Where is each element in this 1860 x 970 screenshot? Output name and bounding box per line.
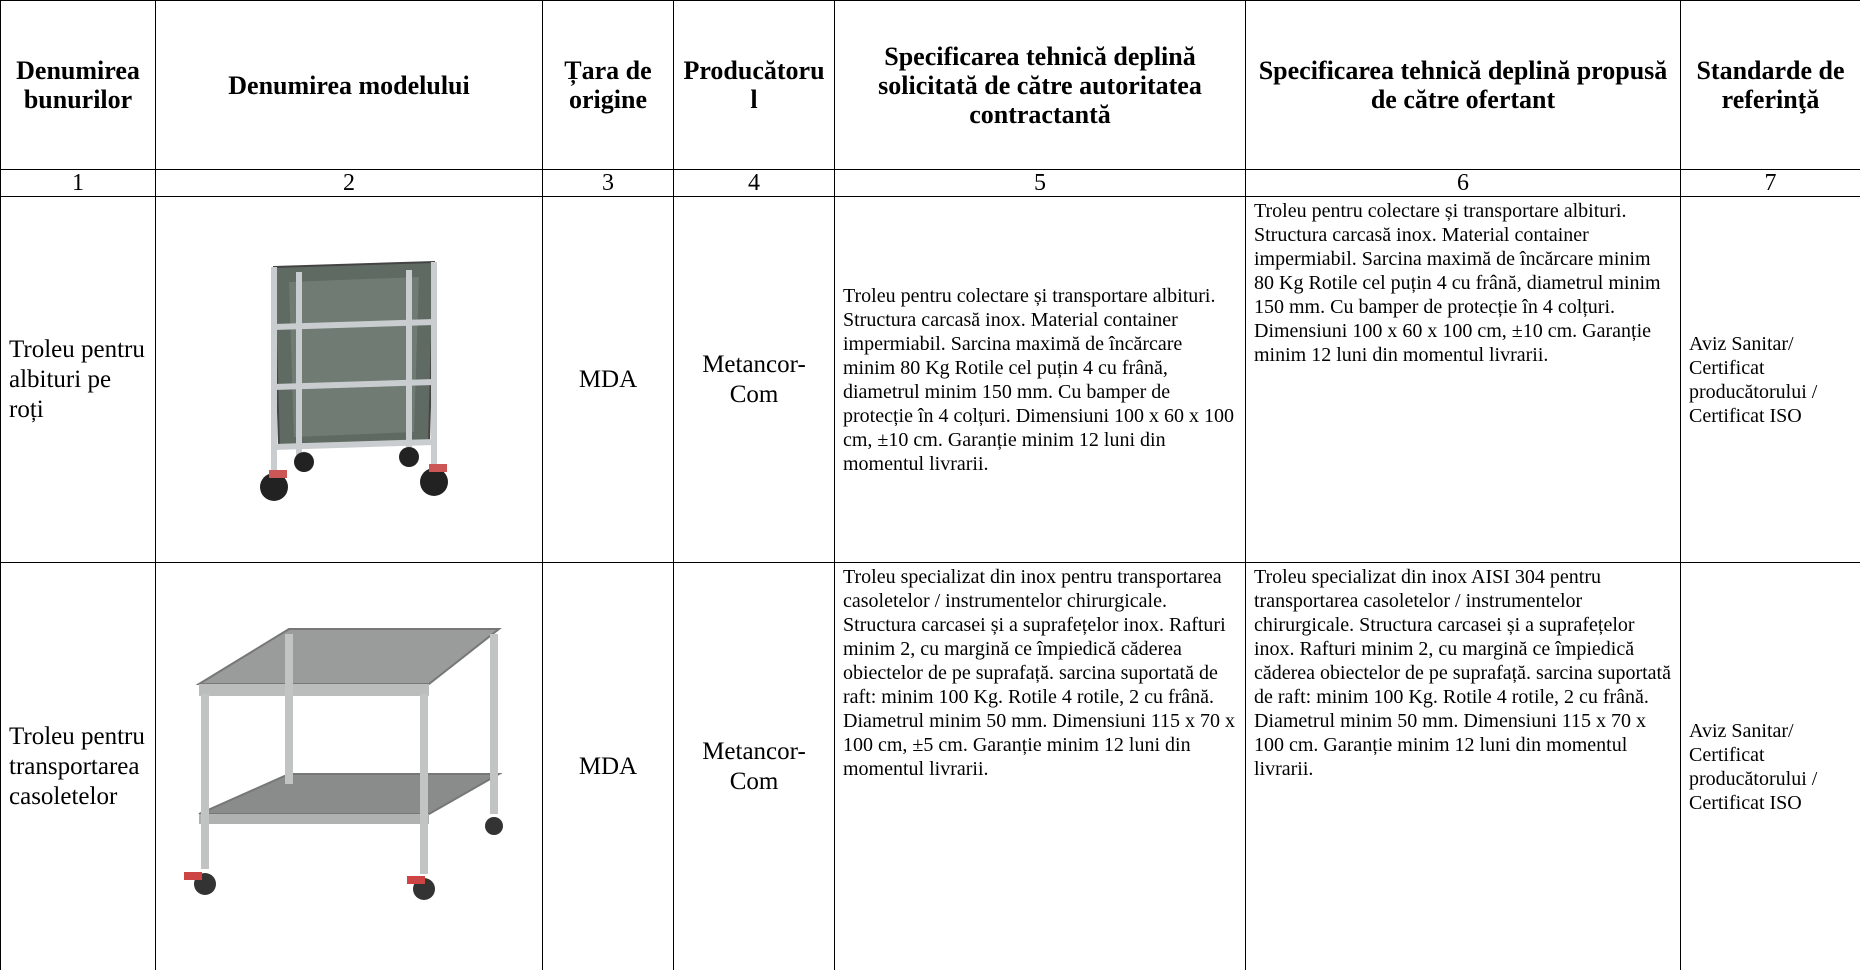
header-cell: Denumirea modelului (155, 0, 543, 170)
standards-cell: Aviz Sanitar/ Certificat producătorului … (1680, 196, 1860, 563)
number-cell: 5 (834, 169, 1246, 197)
image-cell (155, 562, 543, 970)
laundry-trolley-image (260, 260, 448, 501)
country-cell: MDA (542, 196, 674, 563)
number-row: 1 2 3 4 5 6 7 (0, 169, 1860, 197)
producer-cell: Metancor-Com (673, 562, 835, 970)
item-row: Troleu pentru albituri pe roți MDA Metan… (0, 196, 1860, 563)
header-row: Denumirea bunurilor Denumirea modelului … (0, 0, 1860, 170)
number-cell: 2 (155, 169, 543, 197)
header-cell: Specificarea tehnică deplină solicitată … (834, 0, 1246, 170)
instrument-trolley-image (184, 628, 503, 900)
header-cell: Denumirea bunurilor (0, 0, 156, 170)
standards-cell: Aviz Sanitar/ Certificat producătorului … (1680, 562, 1860, 970)
spec-required-cell: Troleu specializat din inox pentru trans… (834, 562, 1246, 970)
country-cell: MDA (542, 562, 674, 970)
spec-required-cell: Troleu pentru colectare și transportare … (834, 196, 1246, 563)
number-cell: 7 (1680, 169, 1860, 197)
header-cell: Specificarea tehnică deplină propusă de … (1245, 0, 1681, 170)
image-cell (155, 196, 543, 563)
number-cell: 4 (673, 169, 835, 197)
header-cell: Standarde de referinţă (1680, 0, 1860, 170)
spec-offered-cell: Troleu pentru colectare și transportare … (1245, 196, 1681, 563)
goods-cell: Troleu pentru albituri pe roți (0, 196, 156, 563)
item-row: Troleu pentru transportarea casoletelor … (0, 562, 1860, 970)
producer-cell: Metancor-Com (673, 196, 835, 563)
number-cell: 1 (0, 169, 156, 197)
spec-offered-cell: Troleu specializat din inox AISI 304 pen… (1245, 562, 1681, 970)
header-cell: Țara de origine (542, 0, 674, 170)
number-cell: 6 (1245, 169, 1681, 197)
header-cell: Producătorul (673, 0, 835, 170)
goods-cell: Troleu pentru transportarea casoletelor (0, 562, 156, 970)
number-cell: 3 (542, 169, 674, 197)
